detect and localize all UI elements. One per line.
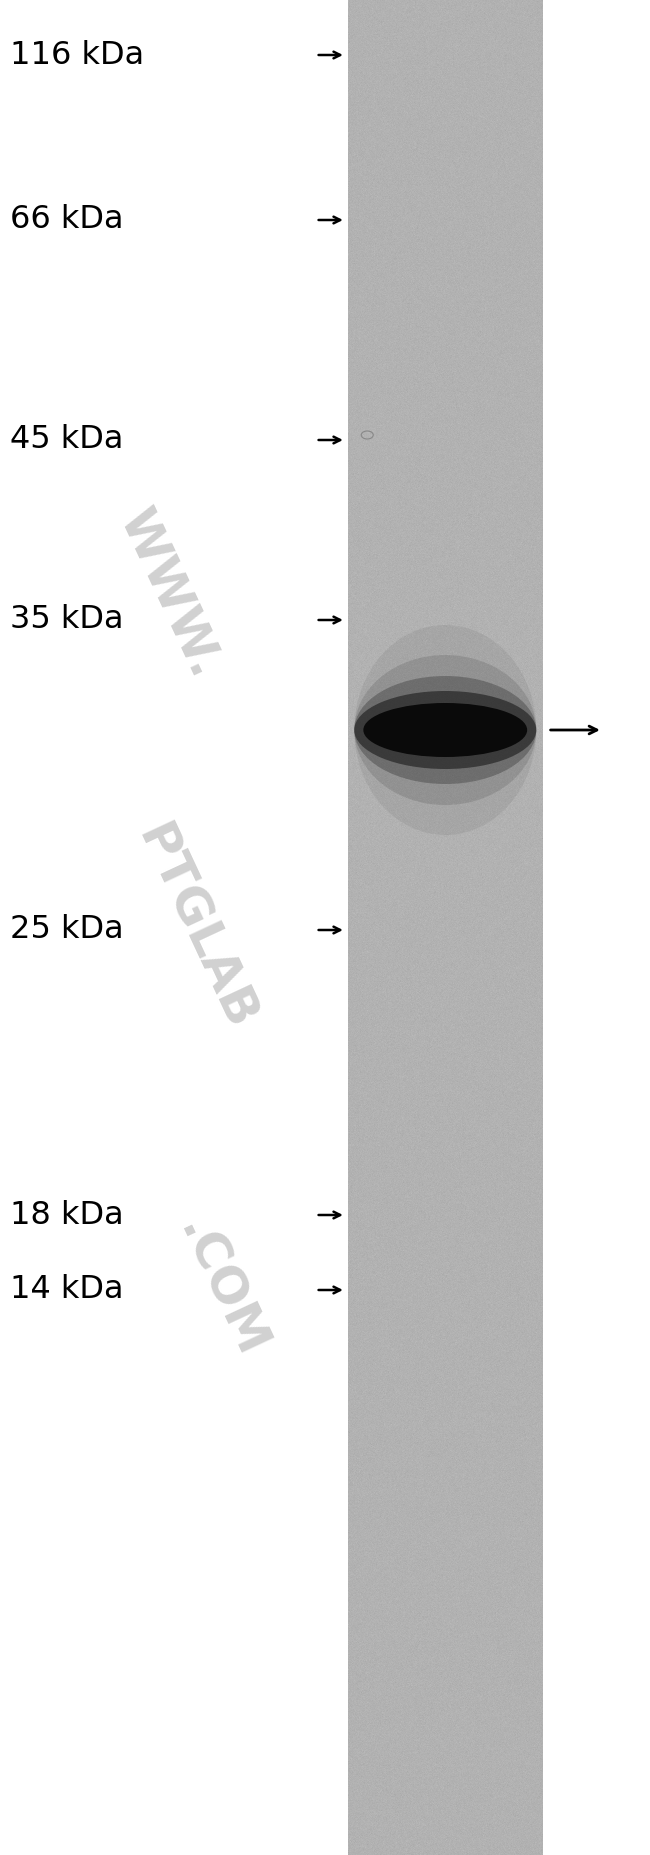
Text: 116 kDa: 116 kDa: [10, 39, 144, 70]
Text: 18 kDa: 18 kDa: [10, 1200, 123, 1230]
Text: 25 kDa: 25 kDa: [10, 915, 123, 946]
Text: .COM: .COM: [168, 1211, 274, 1367]
Ellipse shape: [354, 625, 536, 835]
Text: WWW.: WWW.: [109, 501, 229, 686]
Ellipse shape: [354, 675, 536, 785]
Text: 35 kDa: 35 kDa: [10, 605, 123, 636]
Ellipse shape: [363, 703, 527, 757]
Text: 45 kDa: 45 kDa: [10, 425, 123, 456]
Ellipse shape: [354, 692, 536, 770]
Text: 66 kDa: 66 kDa: [10, 204, 123, 236]
Ellipse shape: [354, 655, 536, 805]
Text: 14 kDa: 14 kDa: [10, 1274, 123, 1306]
Text: PTGLAB: PTGLAB: [127, 818, 263, 1037]
